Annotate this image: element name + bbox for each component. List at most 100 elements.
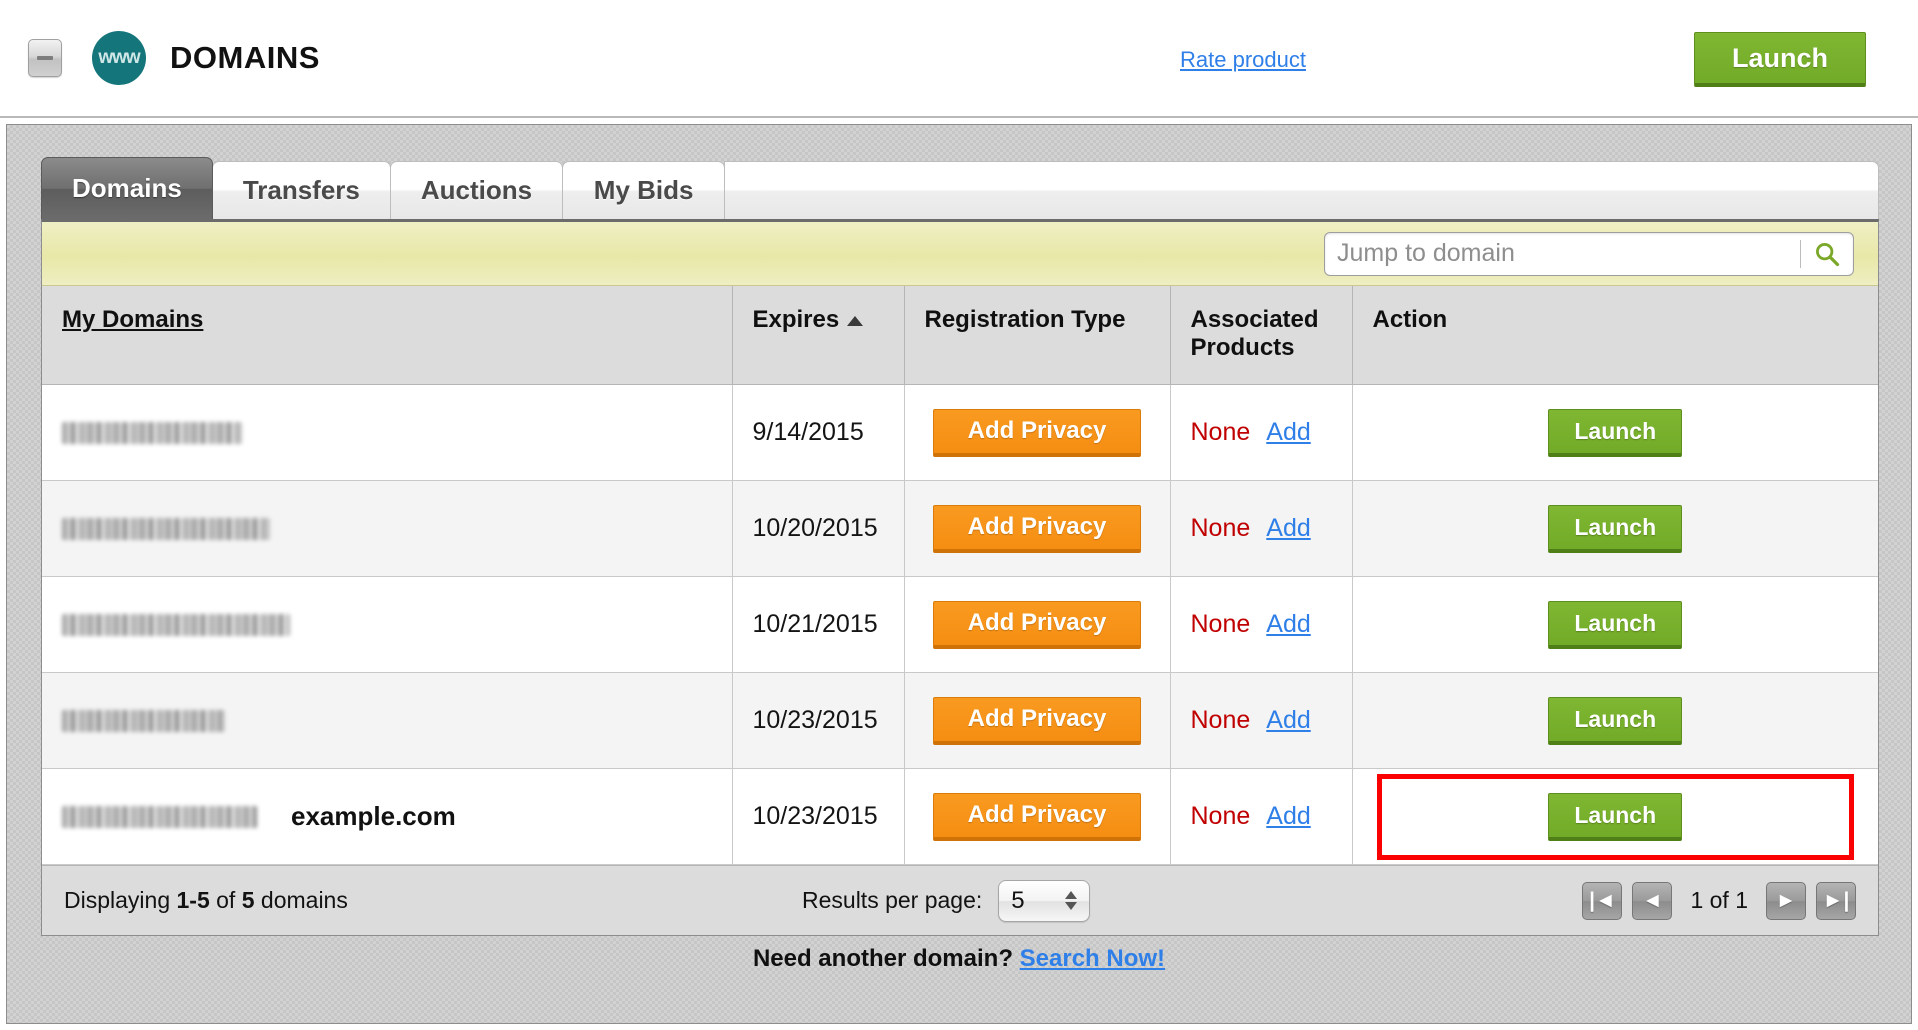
domains-card: My Domains Expires Registration Type Ass…	[41, 219, 1879, 936]
associated-none-label: None	[1190, 418, 1251, 446]
collapse-icon[interactable]	[28, 39, 62, 77]
associated-add-link[interactable]: Add	[1266, 610, 1311, 638]
cell-associated-products: None Add	[1170, 576, 1353, 673]
pagination: |◄ ◄ 1 of 1 ► ►|	[1582, 881, 1856, 920]
associated-none-label: None	[1190, 802, 1251, 830]
column-header-expires-label: Expires	[752, 306, 840, 333]
tab-domains-label: Domains	[72, 173, 182, 203]
tab-transfers-label: Transfers	[242, 175, 360, 205]
minus-icon	[37, 56, 53, 60]
table-body: 9/14/2015 Add Privacy None Add Launch	[42, 384, 1878, 865]
search-bar	[42, 222, 1878, 286]
associated-add-link[interactable]: Add	[1266, 802, 1311, 830]
results-per-page-select[interactable]: 5	[998, 879, 1091, 922]
add-privacy-button[interactable]: Add Privacy	[933, 504, 1141, 553]
column-header-registration-type-label: Registration Type	[924, 306, 1126, 333]
table-row: 10/21/2015 Add Privacy None Add Launch	[42, 576, 1878, 673]
table-row: example.com 10/23/2015 Add Privacy None …	[42, 768, 1878, 865]
sort-ascending-icon	[847, 315, 864, 326]
cell-associated-products: None Add	[1170, 384, 1353, 481]
rate-product-link[interactable]: Rate product	[1180, 47, 1306, 72]
product-header: www DOMAINS Rate product Launch	[0, 0, 1918, 118]
promo-line: Need another domain? Search Now!	[7, 945, 1911, 973]
search-field-wrapper[interactable]	[1324, 231, 1854, 276]
displaying-mid: of	[209, 887, 242, 913]
tab-bar: Domains Transfers Auctions My Bids	[41, 157, 1879, 219]
cell-action: Launch	[1352, 576, 1878, 673]
cell-expires: 9/14/2015	[732, 384, 905, 481]
cell-domain[interactable]	[42, 384, 733, 481]
chevron-up-icon	[1065, 891, 1078, 899]
tab-my-bids[interactable]: My Bids	[562, 161, 726, 219]
column-header-action: Action	[1352, 286, 1878, 385]
column-header-registration-type[interactable]: Registration Type	[904, 286, 1171, 385]
launch-button[interactable]: Launch	[1548, 600, 1683, 649]
domain-name-redacted	[62, 614, 290, 637]
add-privacy-button[interactable]: Add Privacy	[933, 792, 1141, 841]
tab-transfers[interactable]: Transfers	[211, 161, 391, 219]
cell-expires: 10/23/2015	[732, 672, 905, 769]
cell-domain[interactable]: example.com	[42, 768, 733, 865]
search-button[interactable]	[1801, 233, 1853, 275]
search-divider	[1800, 239, 1801, 268]
associated-add-link[interactable]: Add	[1266, 514, 1311, 542]
cell-action: Launch	[1352, 672, 1878, 769]
column-header-expires[interactable]: Expires	[732, 286, 905, 385]
results-per-page-group: Results per page: 5	[802, 879, 1091, 922]
cell-domain[interactable]	[42, 480, 733, 577]
tab-bar-filler	[724, 161, 1879, 219]
tab-domains[interactable]: Domains	[41, 157, 213, 219]
displaying-total: 5	[241, 887, 255, 913]
cell-expires: 10/21/2015	[732, 576, 905, 673]
stepper-icon	[1065, 891, 1078, 910]
content-panel: Domains Transfers Auctions My Bids	[6, 124, 1912, 1024]
launch-highlight-box: Launch	[1376, 773, 1854, 860]
cell-associated-products: None Add	[1170, 768, 1353, 865]
pagination-prev-button[interactable]: ◄	[1632, 881, 1673, 920]
tab-auctions[interactable]: Auctions	[389, 161, 564, 219]
cell-registration-type: Add Privacy	[904, 672, 1171, 769]
cell-associated-products: None Add	[1170, 480, 1353, 577]
search-icon	[1816, 242, 1840, 266]
launch-button[interactable]: Launch	[1548, 696, 1683, 745]
associated-add-link[interactable]: Add	[1266, 418, 1311, 446]
cell-domain[interactable]	[42, 672, 733, 769]
displaying-range: 1-5	[176, 887, 210, 913]
column-header-my-domains-label: My Domains	[62, 306, 204, 333]
domains-table: My Domains Expires Registration Type Ass…	[42, 286, 1878, 865]
pagination-first-button[interactable]: |◄	[1582, 881, 1623, 920]
cell-action: Launch	[1352, 384, 1878, 481]
add-privacy-button[interactable]: Add Privacy	[933, 696, 1141, 745]
launch-button[interactable]: Launch	[1548, 504, 1683, 553]
add-privacy-button[interactable]: Add Privacy	[933, 600, 1141, 649]
chevron-down-icon	[1065, 902, 1078, 910]
pagination-next-button[interactable]: ►	[1766, 881, 1806, 920]
associated-none-label: None	[1190, 514, 1251, 542]
cell-domain[interactable]	[42, 576, 733, 673]
pagination-label: 1 of 1	[1690, 887, 1748, 913]
header-launch-button[interactable]: Launch	[1694, 32, 1866, 87]
cell-registration-type: Add Privacy	[904, 576, 1171, 673]
associated-add-link[interactable]: Add	[1266, 706, 1311, 734]
www-icon: www	[92, 31, 146, 85]
launch-button[interactable]: Launch	[1548, 792, 1683, 841]
pagination-last-button[interactable]: ►|	[1816, 881, 1856, 920]
domain-name-redacted	[62, 518, 270, 541]
column-header-action-label: Action	[1372, 306, 1448, 333]
cell-expires: 10/20/2015	[732, 480, 905, 577]
column-header-associated-products-label: Associated Products	[1190, 306, 1319, 361]
associated-none-label: None	[1190, 706, 1251, 734]
table-footer: Displaying 1-5 of 5 domains Results per …	[42, 865, 1878, 935]
launch-button[interactable]: Launch	[1548, 408, 1683, 457]
results-per-page-value: 5	[1011, 886, 1025, 914]
cell-expires: 10/23/2015	[732, 768, 905, 865]
tab-auctions-label: Auctions	[420, 175, 533, 205]
displaying-prefix: Displaying	[64, 887, 177, 913]
add-privacy-button[interactable]: Add Privacy	[933, 408, 1141, 457]
domain-annotation-label: example.com	[291, 801, 456, 831]
column-header-my-domains[interactable]: My Domains	[42, 286, 733, 385]
column-header-associated-products[interactable]: Associated Products	[1170, 286, 1353, 385]
search-now-link[interactable]: Search Now!	[1019, 945, 1166, 972]
search-input[interactable]	[1325, 239, 1800, 268]
